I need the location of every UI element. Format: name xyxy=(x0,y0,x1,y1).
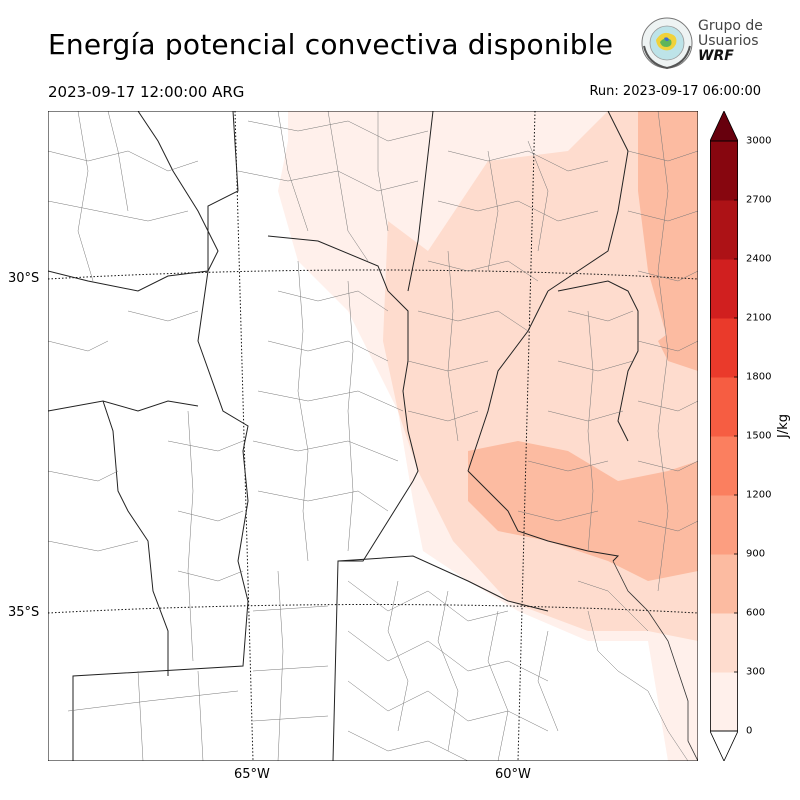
colorbar-tick-label: 900 xyxy=(746,548,766,560)
cape-map xyxy=(48,111,698,761)
colorbar-segment xyxy=(710,613,738,673)
colorbar-tick-label: 1200 xyxy=(746,489,772,501)
lon-label-60w: 60°W xyxy=(495,767,531,782)
lon-label-65w: 65°W xyxy=(234,767,270,782)
lat-label-30s: 30°S xyxy=(8,271,40,286)
logo-text: Grupo de Usuarios WRF xyxy=(698,19,763,64)
colorbar-tick-label: 0 xyxy=(746,725,753,737)
colorbar-segment xyxy=(710,495,738,555)
colorbar-tick-label: 3000 xyxy=(746,135,772,147)
cape-band-600-900-c xyxy=(658,311,698,371)
colorbar-tick-label: 2400 xyxy=(746,253,772,265)
colorbar-unit-label: J/kg xyxy=(776,414,791,438)
colorbar-tick-label: 2700 xyxy=(746,194,772,206)
colorbar-tick-label: 1800 xyxy=(746,371,772,383)
cape-band-600-900-a xyxy=(638,111,698,371)
colorbar-segment xyxy=(710,200,738,260)
colorbar-segment xyxy=(710,377,738,437)
page-title: Energía potencial convectiva disponible xyxy=(48,28,614,61)
colorbar-tick-label: 300 xyxy=(746,666,766,678)
colorbar-segment xyxy=(710,436,738,496)
colorbar-min-extend xyxy=(710,730,738,761)
colorbar-segment xyxy=(710,672,738,732)
logo: Grupo de Usuarios WRF xyxy=(638,16,764,74)
logo-line-3: WRF xyxy=(698,48,734,64)
logo-line-1: Grupo de xyxy=(698,18,763,34)
colorbar-max-extend xyxy=(710,111,738,142)
globe-emblem-icon xyxy=(641,17,693,70)
colorbar xyxy=(710,111,738,761)
colorbar-segment xyxy=(710,554,738,614)
graticule xyxy=(48,111,698,761)
run-time-label: Run: 2023-09-17 06:00:00 xyxy=(589,84,761,99)
coastline xyxy=(612,560,698,761)
colorbar-segment xyxy=(710,141,738,201)
logo-line-2: Usuarios xyxy=(698,33,759,49)
colorbar-tick-label: 1500 xyxy=(746,430,772,442)
colorbar-segment xyxy=(710,259,738,319)
province-boundaries xyxy=(48,111,639,761)
department-boundaries xyxy=(48,111,698,761)
colorbar-segment xyxy=(710,318,738,378)
lat-label-35s: 35°S xyxy=(8,605,40,620)
valid-time-label: 2023-09-17 12:00:00 ARG xyxy=(48,83,245,101)
colorbar-tick-label: 2100 xyxy=(746,312,772,324)
colorbar-tick-label: 600 xyxy=(746,607,766,619)
